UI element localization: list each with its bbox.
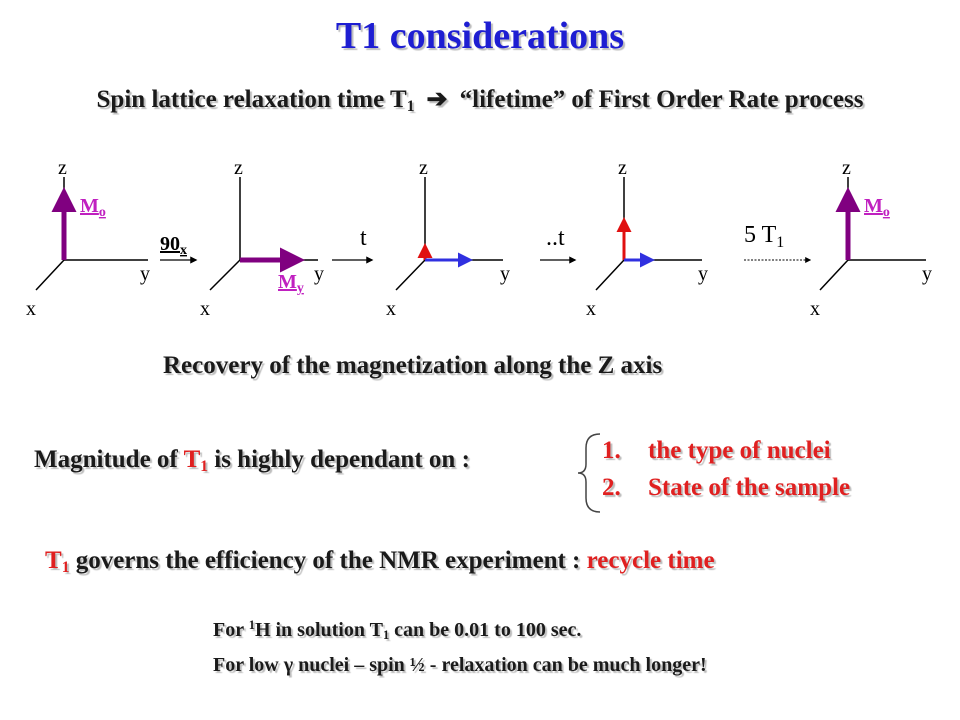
svg-text:x: x	[200, 298, 210, 320]
svg-text:z: z	[234, 157, 243, 179]
slide-title: T1 considerations	[335, 15, 625, 57]
five-t1-step: 5 T1	[744, 222, 812, 263]
svg-text:..t: ..t	[546, 225, 565, 251]
axes-frame-2: z y x My	[200, 157, 324, 320]
tt-step: ..t	[540, 225, 577, 264]
magnetization-diagram: z y x Mo 90x z y x My t z y x ..t	[26, 157, 932, 320]
list-item: 2. State of the sample	[602, 474, 851, 501]
y-axis-label: y	[140, 263, 150, 285]
svg-text:x: x	[586, 298, 596, 320]
subtitle-text: Spin lattice relaxation time T	[96, 86, 407, 113]
svg-text:y: y	[500, 263, 510, 285]
magnitude-text: Magnitude of T1 is highly dependant on :	[34, 446, 470, 475]
note-line-2: For low γ nuclei – spin ½ - relaxation c…	[213, 653, 707, 676]
x-axis-label: x	[26, 298, 36, 320]
note-line-1: For 1H in solution T1 can be 0.01 to 100…	[213, 618, 582, 642]
svg-text:y: y	[922, 263, 932, 285]
curly-brace	[577, 433, 601, 513]
svg-text:x: x	[386, 298, 396, 320]
axes-frame-5: z y x Mo	[810, 157, 932, 320]
svg-text:z: z	[618, 157, 627, 179]
my-label: My	[278, 271, 304, 296]
subtitle: Spin lattice relaxation time T1 ➔ “lifeti…	[0, 84, 960, 116]
list-item: 1. the type of nuclei	[602, 437, 831, 464]
subtitle-sub: 1	[406, 97, 415, 115]
svg-text:t: t	[360, 225, 367, 251]
z-axis-label: z	[58, 157, 67, 179]
svg-text:x: x	[810, 298, 820, 320]
axes-frame-4: z y x	[586, 157, 708, 320]
svg-text:z: z	[419, 157, 428, 179]
mo-recovered-label: Mo	[864, 195, 890, 220]
svg-text:5 T1: 5 T1	[744, 222, 784, 251]
recovery-caption: Recovery of the magnetization along the …	[163, 352, 663, 379]
svg-text:z: z	[842, 157, 851, 179]
svg-text:90x: 90x	[160, 233, 187, 258]
axes-frame-1: z y x Mo	[26, 157, 150, 320]
right-arrow-icon: ➔	[426, 86, 448, 113]
svg-text:y: y	[698, 263, 708, 285]
governs-statement: T1 governs the efficiency of the NMR exp…	[45, 547, 715, 576]
notes: For 1H in solution T1 can be 0.01 to 100…	[213, 610, 707, 680]
mo-label: Mo	[80, 195, 106, 220]
pulse-step: 90x	[160, 233, 198, 264]
svg-text:y: y	[314, 263, 324, 285]
axes-frame-3: z y x	[386, 157, 510, 320]
t-step: t	[332, 225, 374, 264]
subtitle-rest: “lifetime” of First Order Rate process	[453, 86, 864, 113]
factor-list: 1. the type of nuclei 2. State of the samp…	[602, 437, 850, 511]
